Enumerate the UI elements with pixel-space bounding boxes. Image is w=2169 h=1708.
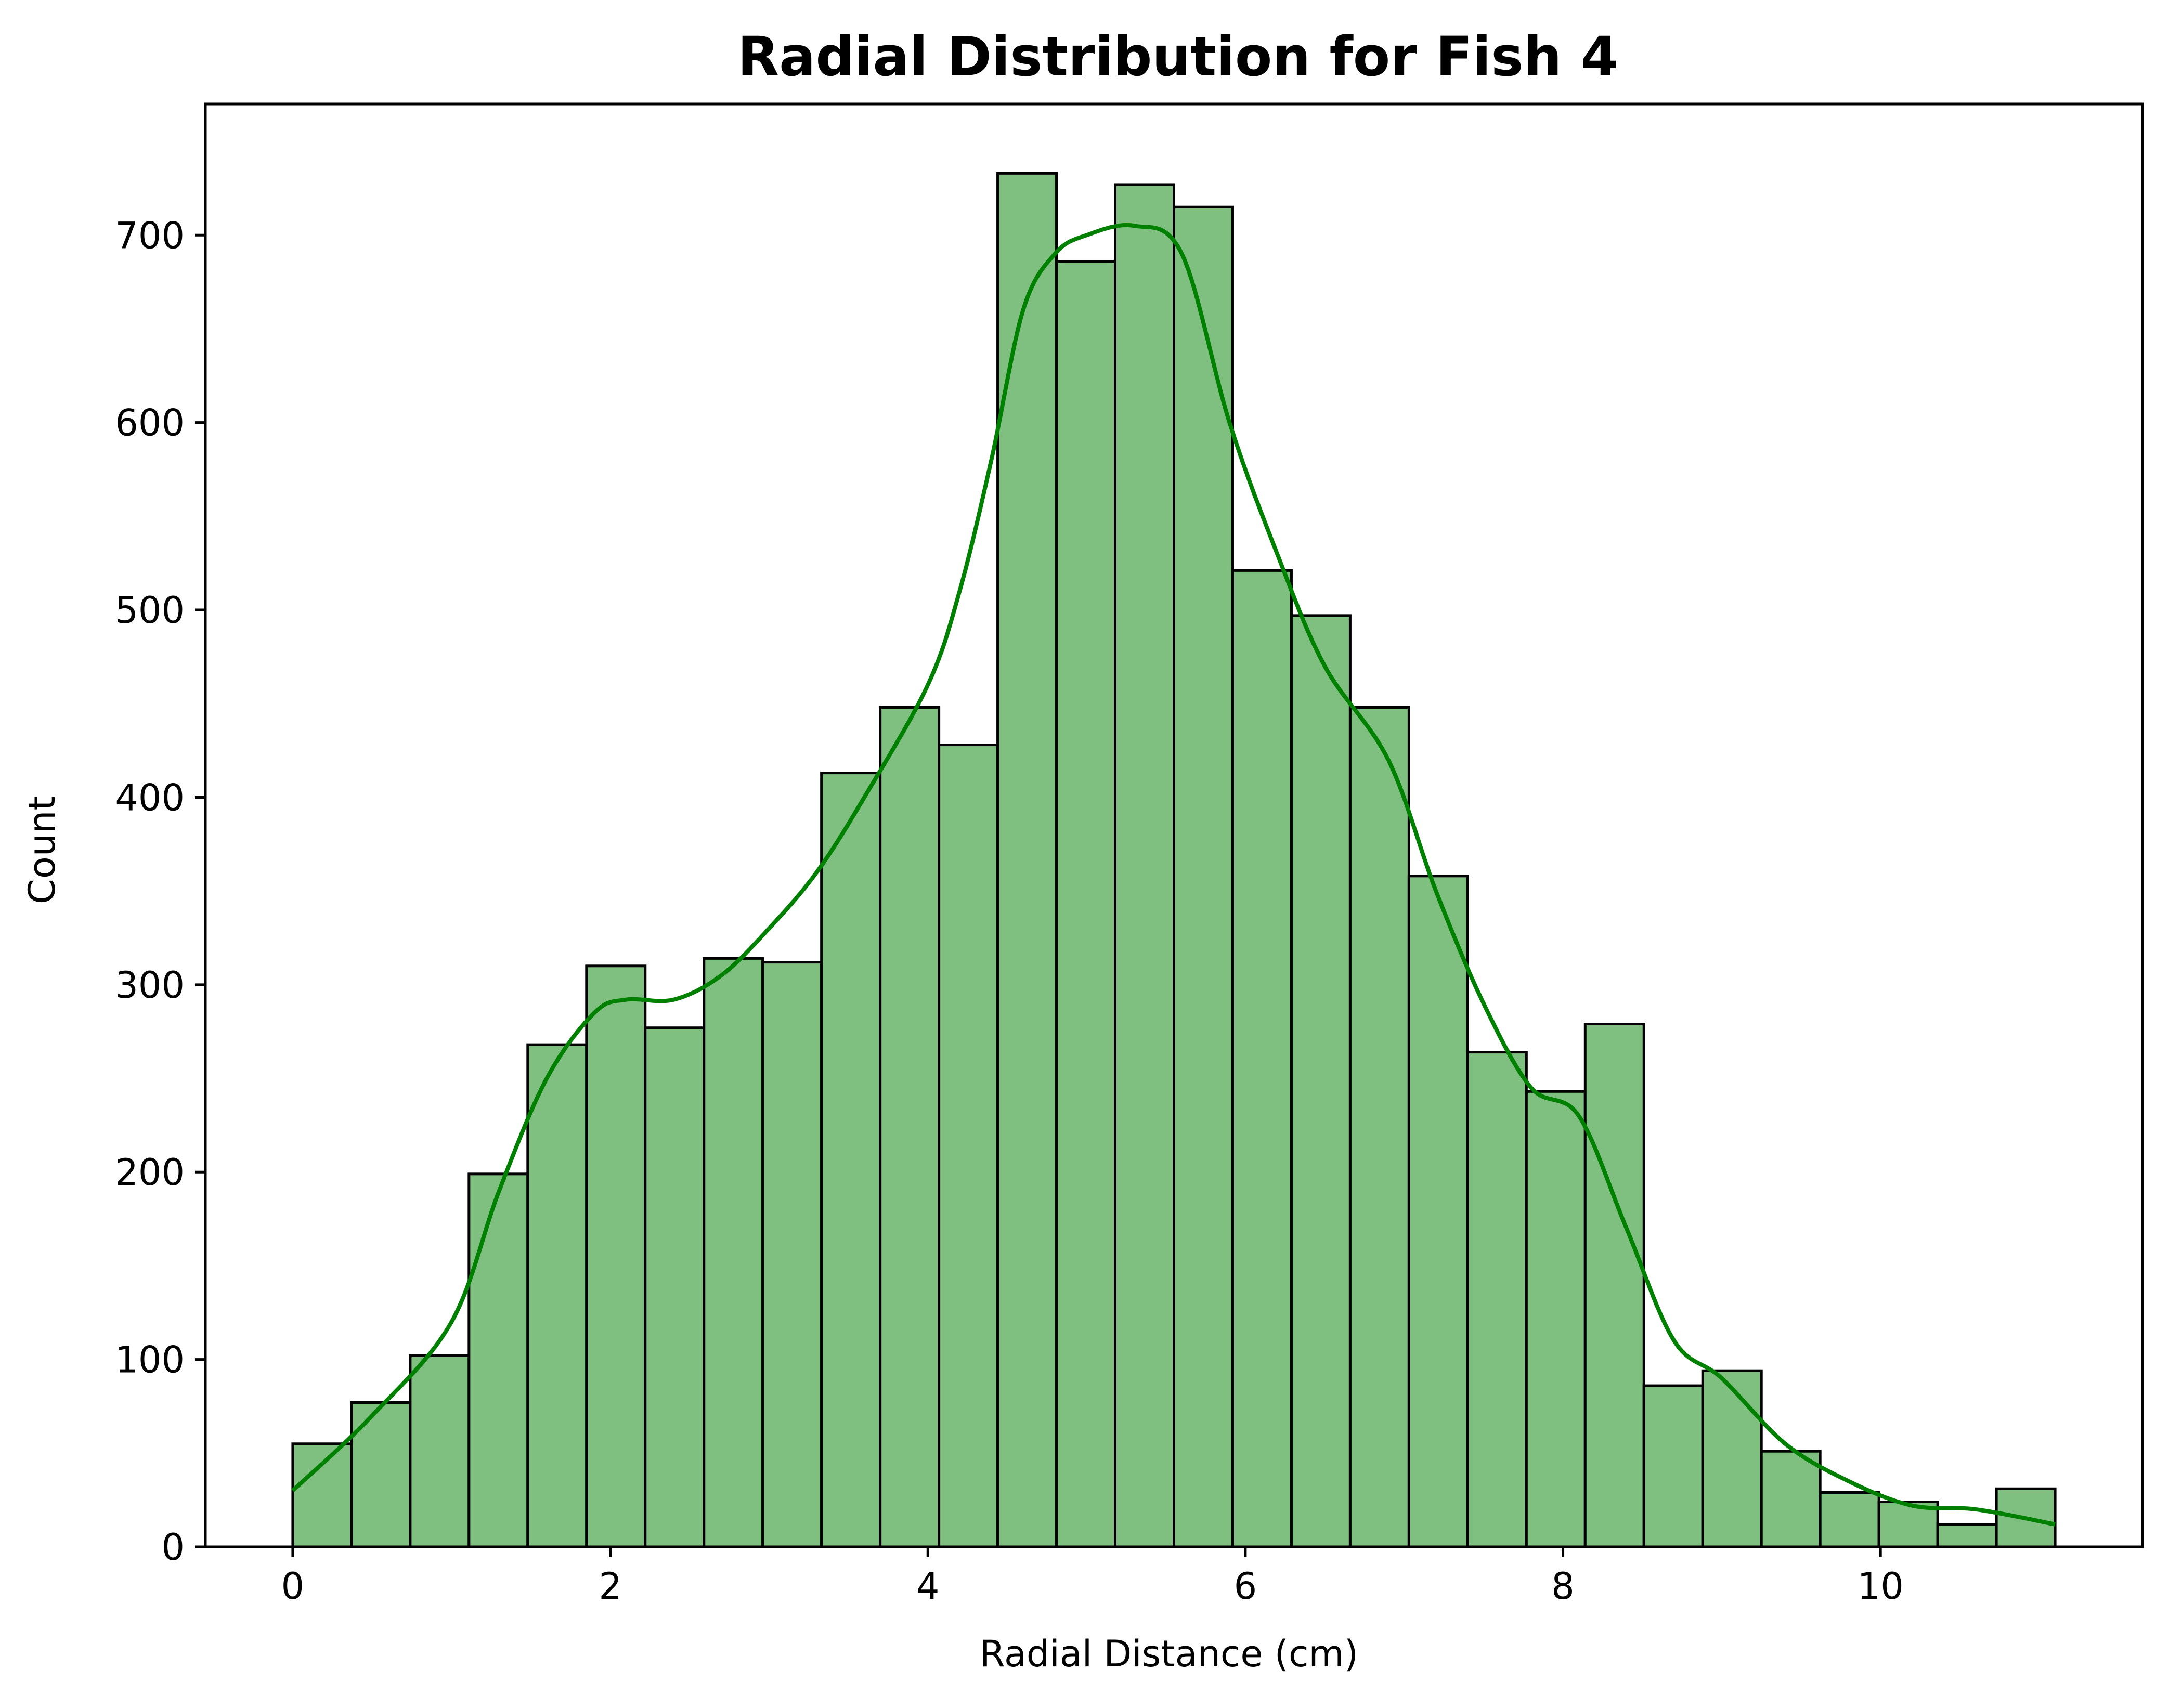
histogram-bar [350,1401,412,1548]
histogram-bar [467,1172,529,1548]
histogram-bar [1231,569,1293,1548]
y-tick-label: 300 [115,964,185,1007]
y-tick-label: 600 [115,402,185,445]
histogram-bar [644,1026,706,1548]
x-axis-label: Radial Distance (cm) [980,1633,1358,1675]
x-tick-label: 4 [916,1565,940,1608]
histogram-bar [1642,1384,1704,1548]
kde-curve-group [291,223,2056,1527]
histogram-bar [291,1442,353,1548]
histogram-bar [1348,706,1410,1548]
histogram-bar [1055,260,1117,1548]
histogram-bar [585,964,647,1548]
y-tick-label: 0 [161,1526,185,1569]
histogram-bar [1819,1491,1880,1548]
y-axis-label: Count [21,796,63,904]
y-tick-label: 700 [115,214,185,257]
chart-title: Radial Distribution for Fish 4 [737,25,1618,88]
histogram-bar [1583,1023,1645,1548]
histogram-bar [1760,1450,1822,1548]
y-tick-label: 400 [115,776,185,819]
x-tick-label: 2 [599,1565,622,1608]
histogram-bar [820,772,882,1548]
histogram-bar [761,961,823,1548]
histogram-bar [879,706,941,1548]
y-tick-label: 100 [115,1339,185,1381]
y-tick-label: 500 [115,589,185,632]
histogram-bar [1701,1369,1763,1548]
histogram-bar [1114,183,1176,1548]
x-tick-label: 8 [1551,1565,1575,1608]
histogram-bar [1936,1523,1998,1548]
plot-frame [204,102,2144,1548]
histogram-bar [703,957,764,1548]
histogram-bar [938,744,999,1548]
x-tick-label: 6 [1234,1565,1257,1608]
histogram-bar [1290,614,1352,1548]
histogram-bar [409,1354,471,1548]
histogram-bars [291,172,2057,1548]
histogram-bar [526,1043,588,1548]
tick-marks [195,233,1882,1557]
histogram-bar [1525,1090,1587,1548]
kde-curve [291,223,2056,1527]
x-tick-label: 10 [1858,1565,1904,1608]
y-tick-label: 200 [115,1151,185,1194]
x-tick-label: 0 [281,1565,305,1608]
histogram-bar [1407,875,1469,1548]
histogram-bar [1466,1051,1528,1548]
